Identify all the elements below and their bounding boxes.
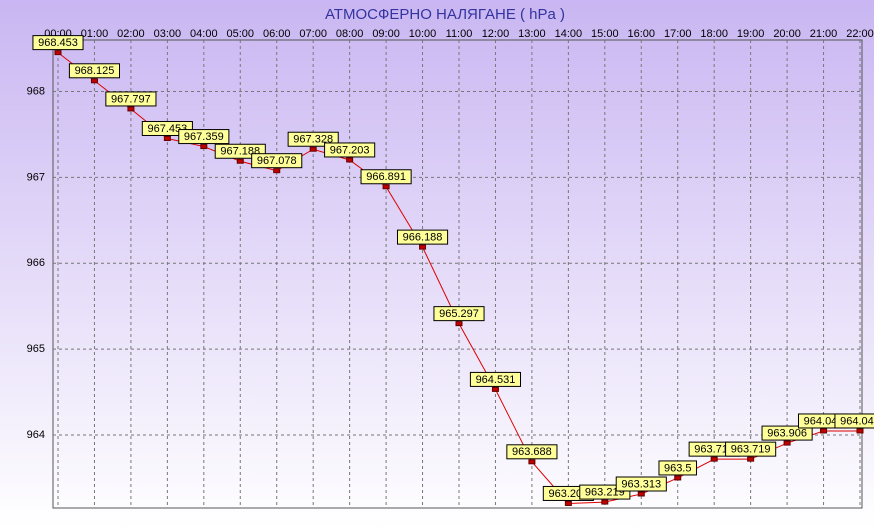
value-label: 963.313 xyxy=(621,478,661,490)
value-label: 964.047 xyxy=(804,415,844,427)
x-tick-label: 15:00 xyxy=(591,28,619,40)
x-tick-label: 02:00 xyxy=(117,28,145,40)
x-tick-label: 22:00 xyxy=(846,28,874,40)
value-label-box xyxy=(32,35,84,51)
value-label-box xyxy=(834,413,874,429)
value-label: 963.719 xyxy=(694,444,734,456)
value-label: 963.906 xyxy=(767,427,807,439)
value-label: 963.719 xyxy=(731,444,771,456)
marker xyxy=(674,475,682,481)
x-tick-label: 14:00 xyxy=(555,28,583,40)
value-label: 965.297 xyxy=(439,308,479,320)
value-label: 964.047 xyxy=(840,415,874,427)
marker xyxy=(747,456,755,462)
value-label: 967.188 xyxy=(220,146,260,158)
marker xyxy=(90,78,98,84)
value-label: 968.453 xyxy=(38,37,78,49)
x-tick-label: 05:00 xyxy=(227,28,255,40)
value-label-box xyxy=(251,153,303,169)
value-label: 967.797 xyxy=(111,93,151,105)
value-label-box xyxy=(469,371,522,387)
marker xyxy=(491,386,499,392)
value-label-box xyxy=(105,91,157,107)
marker xyxy=(419,244,427,250)
marker xyxy=(455,321,463,327)
x-tick-label: 09:00 xyxy=(372,28,400,40)
value-label: 967.203 xyxy=(330,144,370,156)
value-label: 966.891 xyxy=(366,171,406,183)
marker xyxy=(382,184,390,190)
value-label-box xyxy=(360,169,412,185)
value-label: 966.188 xyxy=(403,232,443,244)
marker xyxy=(564,500,572,506)
x-tick-label: 11:00 xyxy=(446,28,473,40)
y-tick-label: 965 xyxy=(27,343,45,355)
value-label: 968.125 xyxy=(75,65,115,77)
plot-frame xyxy=(52,39,863,509)
y-tick-label: 967 xyxy=(27,171,45,183)
value-label: 963.688 xyxy=(512,446,552,458)
value-label-box xyxy=(324,142,376,158)
value-label-box xyxy=(615,476,667,492)
marker xyxy=(163,135,171,141)
x-tick-label: 03:00 xyxy=(154,28,182,40)
marker xyxy=(710,456,718,462)
value-label-box xyxy=(433,306,485,322)
y-tick-label: 968 xyxy=(27,85,45,97)
marker xyxy=(346,157,354,163)
value-label: 967.078 xyxy=(257,155,297,167)
value-label-box xyxy=(761,425,813,441)
value-label: 963.203 xyxy=(548,488,588,500)
marker xyxy=(309,146,317,152)
value-label: 963.219 xyxy=(585,486,625,498)
value-label-box xyxy=(658,460,697,476)
value-label: 967.359 xyxy=(184,131,224,143)
y-tick-label: 964 xyxy=(27,429,45,441)
x-tick-label: 13:00 xyxy=(518,28,546,40)
value-label: 967.328 xyxy=(293,134,333,146)
marker xyxy=(200,144,208,150)
x-tick-label: 21:00 xyxy=(810,28,838,40)
marker xyxy=(601,499,609,505)
x-tick-label: 16:00 xyxy=(628,28,656,40)
value-label-box xyxy=(68,63,121,79)
value-label: 967.453 xyxy=(147,123,187,135)
x-tick-label: 20:00 xyxy=(773,28,801,40)
chart-title: АТМОСФЕРНО НАЛЯГАНЕ ( hPa ) xyxy=(325,6,565,23)
marker xyxy=(54,50,62,56)
marker xyxy=(236,158,244,164)
x-tick-label: 17:00 xyxy=(664,28,692,40)
marker xyxy=(528,459,536,465)
x-tick-label: 06:00 xyxy=(263,28,291,40)
value-label: 964.531 xyxy=(476,374,516,386)
x-tick-label: 10:00 xyxy=(409,28,437,40)
marker xyxy=(856,428,864,434)
x-tick-label: 19:00 xyxy=(737,28,765,40)
marker xyxy=(127,106,135,112)
y-tick-label: 966 xyxy=(27,257,45,269)
value-label-box xyxy=(178,129,230,145)
value-label: 963.5 xyxy=(664,462,692,474)
x-tick-label: 12:00 xyxy=(482,28,510,40)
marker xyxy=(637,491,645,497)
x-tick-label: 07:00 xyxy=(299,28,327,40)
x-tick-label: 01:00 xyxy=(81,28,109,40)
x-tick-label: 18:00 xyxy=(700,28,728,40)
marker xyxy=(820,428,828,434)
marker xyxy=(273,168,281,174)
x-tick-label: 04:00 xyxy=(190,28,218,40)
value-label-box xyxy=(396,229,449,245)
value-label-box xyxy=(725,441,777,457)
x-tick-label: 08:00 xyxy=(336,28,364,40)
value-label-box xyxy=(506,444,558,460)
marker xyxy=(783,440,791,446)
